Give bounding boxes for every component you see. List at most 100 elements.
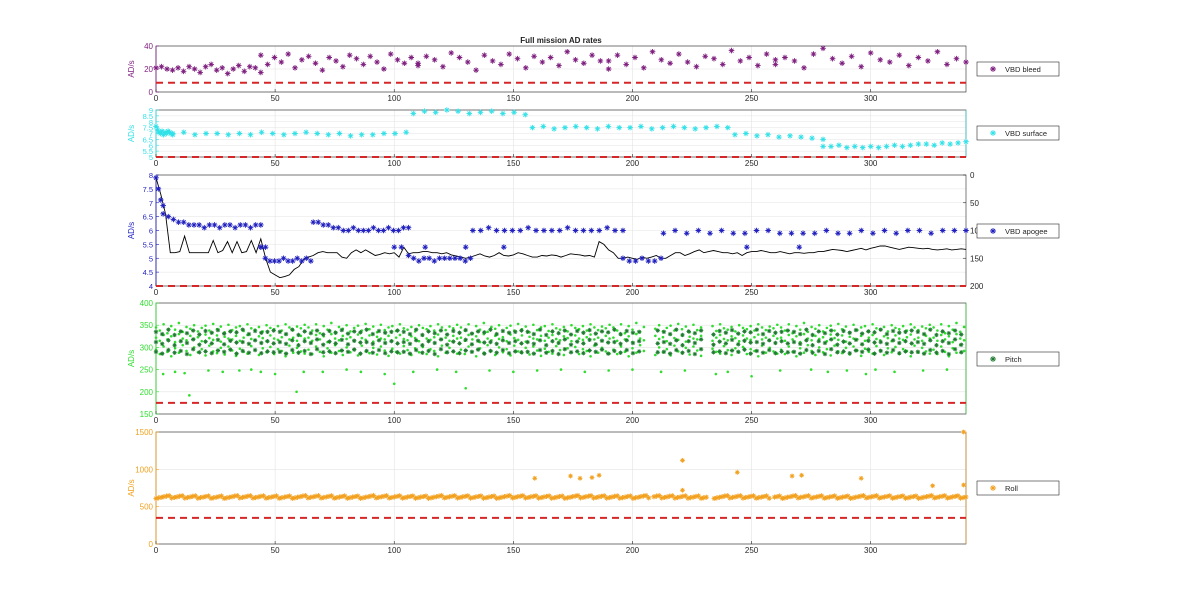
data-point xyxy=(776,323,779,327)
data-point xyxy=(413,338,419,343)
data-point xyxy=(333,330,338,335)
data-point xyxy=(852,337,855,340)
data-point xyxy=(549,495,555,501)
data-point xyxy=(330,224,337,231)
data-point xyxy=(951,340,954,344)
data-point xyxy=(330,332,333,336)
data-point xyxy=(203,349,208,354)
data-point xyxy=(802,332,806,336)
data-point xyxy=(698,346,704,352)
data-point xyxy=(745,327,749,331)
y2-tick-label: 0 xyxy=(970,171,975,180)
data-point xyxy=(530,493,536,499)
data-point xyxy=(308,494,314,500)
data-point xyxy=(160,131,167,138)
legend: VBD apogee xyxy=(976,223,1060,239)
data-point xyxy=(486,343,489,347)
data-point xyxy=(829,333,832,336)
data-point xyxy=(340,63,346,70)
data-point xyxy=(179,493,185,499)
data-point xyxy=(881,227,888,234)
data-point xyxy=(469,342,475,347)
data-point xyxy=(221,342,227,347)
y2-tick-label: 150 xyxy=(970,254,984,263)
data-point xyxy=(401,339,406,345)
data-point xyxy=(882,335,886,338)
data-point xyxy=(797,331,803,337)
x-tick-label: 100 xyxy=(388,94,402,103)
data-point xyxy=(841,328,846,334)
data-point xyxy=(606,494,612,501)
data-point xyxy=(753,227,760,234)
data-point xyxy=(303,352,306,355)
data-point xyxy=(844,346,848,350)
data-point xyxy=(805,493,812,499)
data-point xyxy=(323,494,329,500)
data-point xyxy=(771,494,778,500)
data-point xyxy=(535,349,539,352)
data-point xyxy=(556,351,561,357)
data-point xyxy=(842,493,848,500)
data-point xyxy=(604,495,610,501)
data-point xyxy=(551,323,554,326)
data-point xyxy=(619,495,626,501)
data-point xyxy=(672,495,678,501)
data-point xyxy=(288,326,291,329)
data-point xyxy=(837,322,840,326)
data-point xyxy=(878,339,883,345)
data-point xyxy=(723,330,729,335)
data-point xyxy=(944,495,951,501)
data-point xyxy=(385,224,392,231)
data-point xyxy=(955,493,961,499)
data-point xyxy=(238,324,242,328)
data-point xyxy=(581,350,586,356)
data-point xyxy=(273,493,280,499)
data-point xyxy=(489,58,496,64)
data-point xyxy=(389,494,395,501)
y-tick-label: 6 xyxy=(149,227,153,236)
data-point xyxy=(654,334,657,338)
data-point xyxy=(686,338,691,344)
data-point xyxy=(835,342,840,347)
data-point xyxy=(866,494,872,500)
y-axis-ticks: 44.555.566.577.58 xyxy=(143,171,159,291)
data-point xyxy=(568,473,573,479)
data-point xyxy=(283,351,289,356)
data-point xyxy=(730,353,733,357)
data-point xyxy=(847,330,852,335)
data-point xyxy=(614,493,620,499)
data-point xyxy=(292,65,298,71)
data-point xyxy=(446,494,453,500)
data-point xyxy=(719,61,726,68)
data-point xyxy=(550,338,555,344)
data-point xyxy=(474,335,478,338)
data-point xyxy=(887,493,893,499)
data-point xyxy=(185,349,188,353)
data-point xyxy=(363,494,369,500)
data-point xyxy=(449,493,455,499)
data-point xyxy=(241,68,248,75)
data-point xyxy=(645,258,652,264)
data-point xyxy=(583,494,589,500)
data-point xyxy=(230,66,237,72)
data-point xyxy=(811,494,817,501)
data-point xyxy=(908,494,914,500)
data-point xyxy=(589,52,595,58)
data-point xyxy=(661,329,667,335)
data-point xyxy=(166,492,172,499)
data-point xyxy=(905,495,911,501)
data-point xyxy=(711,347,714,351)
data-point xyxy=(872,351,877,356)
data-point xyxy=(859,326,863,329)
data-point xyxy=(271,350,276,355)
data-point xyxy=(575,349,580,354)
data-point xyxy=(153,495,159,502)
data-point xyxy=(891,142,898,149)
data-point xyxy=(955,351,958,355)
x-tick-label: 50 xyxy=(271,288,280,297)
x-tick-label: 250 xyxy=(745,416,759,425)
data-point xyxy=(601,493,607,499)
data-point xyxy=(261,336,265,340)
data-point xyxy=(395,328,400,333)
data-point xyxy=(791,349,797,355)
